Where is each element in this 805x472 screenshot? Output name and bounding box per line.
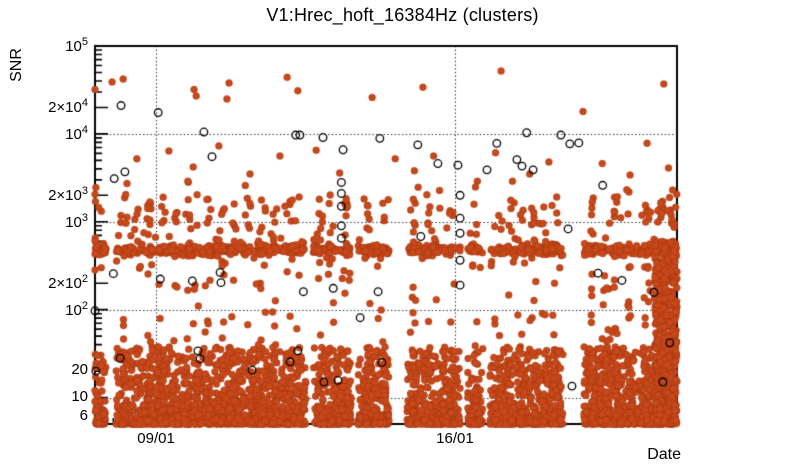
y-axis-title: SNR	[8, 48, 25, 82]
y-tick-label: 105	[65, 36, 88, 55]
y-tick-label: 2×102	[48, 273, 88, 293]
chart-title: V1:Hrec_hoft_16384Hz (clusters)	[266, 5, 539, 25]
x-axis-title: Date	[647, 446, 681, 463]
y-tick-label: 6	[79, 407, 88, 425]
y-tick-label: 2×103	[48, 185, 88, 205]
y-tick-label: 103	[65, 211, 88, 231]
y-tick-label: 102	[65, 299, 88, 319]
x-tick-label: 09/01	[137, 430, 175, 447]
x-tick-label: 16/01	[436, 430, 474, 447]
y-tick-label: 104	[65, 123, 88, 143]
y-tick-label: 20	[71, 361, 88, 379]
y-tick-label: 2×104	[48, 97, 88, 117]
y-tick-label: 10	[71, 387, 88, 405]
